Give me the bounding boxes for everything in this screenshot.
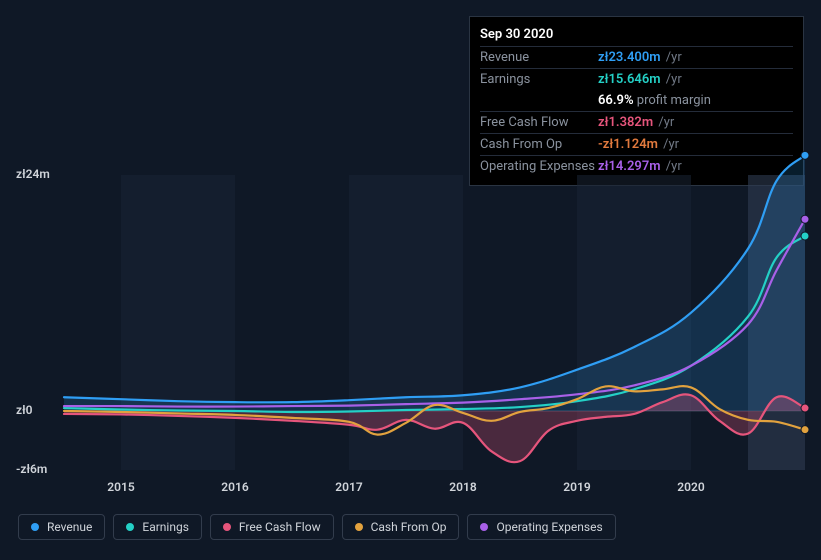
series-end-marker-opex bbox=[801, 215, 809, 223]
tooltip-value: -zł1.124m /yr bbox=[598, 134, 793, 156]
tooltip-value: zł14.297m /yr bbox=[598, 156, 793, 178]
x-axis-label: 2016 bbox=[221, 480, 248, 494]
tooltip-row-opex: Operating Expenseszł14.297m /yr bbox=[480, 156, 793, 178]
chart-svg bbox=[16, 175, 805, 472]
tooltip-row-revenue: Revenuezł23.400m /yr bbox=[480, 47, 793, 69]
x-axis-label: 2015 bbox=[107, 480, 134, 494]
tooltip-row-fcf: Free Cash Flowzł1.382m /yr bbox=[480, 112, 793, 134]
legend-dot-icon bbox=[31, 523, 39, 531]
tooltip-label: Operating Expenses bbox=[480, 156, 598, 178]
legend-item-fcf[interactable]: Free Cash Flow bbox=[210, 514, 334, 540]
legend-dot-icon bbox=[355, 523, 363, 531]
legend-label: Earnings bbox=[142, 520, 189, 534]
series-end-marker-fcf bbox=[801, 404, 809, 412]
legend-dot-icon bbox=[223, 523, 231, 531]
financials-chart[interactable] bbox=[16, 175, 805, 470]
series-area-revenue bbox=[64, 155, 805, 411]
y-axis-label: zł0 bbox=[16, 403, 33, 417]
tooltip-label: Cash From Op bbox=[480, 134, 598, 156]
tooltip-value: zł1.382m /yr bbox=[598, 112, 793, 134]
tooltip-value: zł23.400m /yr bbox=[598, 47, 793, 69]
series-end-marker-cfo bbox=[801, 426, 809, 434]
legend-dot-icon bbox=[480, 523, 488, 531]
tooltip-panel: Sep 30 2020 Revenuezł23.400m /yrEarnings… bbox=[469, 16, 804, 186]
legend-item-cfo[interactable]: Cash From Op bbox=[342, 514, 460, 540]
x-axis-label: 2018 bbox=[449, 480, 476, 494]
legend-label: Free Cash Flow bbox=[239, 520, 321, 534]
legend-label: Revenue bbox=[47, 520, 92, 534]
legend-item-opex[interactable]: Operating Expenses bbox=[467, 514, 615, 540]
tooltip-label: Free Cash Flow bbox=[480, 112, 598, 134]
tooltip-row-cfo: Cash From Op-zł1.124m /yr bbox=[480, 134, 793, 156]
series-end-marker-earnings bbox=[801, 232, 809, 240]
tooltip-date: Sep 30 2020 bbox=[480, 23, 793, 46]
tooltip-label: Revenue bbox=[480, 47, 598, 69]
tooltip-table: Revenuezł23.400m /yrEarningszł15.646m /y… bbox=[480, 46, 793, 177]
legend-dot-icon bbox=[126, 523, 134, 531]
legend-item-earnings[interactable]: Earnings bbox=[113, 514, 202, 540]
legend-label: Cash From Op bbox=[371, 520, 447, 534]
y-axis-label: zł24m bbox=[16, 167, 50, 181]
x-axis-label: 2017 bbox=[335, 480, 362, 494]
tooltip-row-margin: 66.9% profit margin bbox=[480, 90, 793, 112]
chart-legend: Revenue Earnings Free Cash Flow Cash From O… bbox=[18, 514, 616, 540]
x-axis-label: 2019 bbox=[563, 480, 590, 494]
tooltip-value: zł15.646m /yr bbox=[598, 69, 793, 91]
tooltip-label bbox=[480, 90, 598, 112]
y-axis-label: -zł6m bbox=[16, 462, 47, 476]
tooltip-value: 66.9% profit margin bbox=[598, 90, 793, 112]
legend-item-revenue[interactable]: Revenue bbox=[18, 514, 105, 540]
tooltip-label: Earnings bbox=[480, 69, 598, 91]
x-axis-label: 2020 bbox=[677, 480, 704, 494]
series-end-marker-revenue bbox=[801, 151, 809, 159]
tooltip-row-earnings: Earningszł15.646m /yr bbox=[480, 69, 793, 91]
legend-label: Operating Expenses bbox=[496, 520, 602, 534]
